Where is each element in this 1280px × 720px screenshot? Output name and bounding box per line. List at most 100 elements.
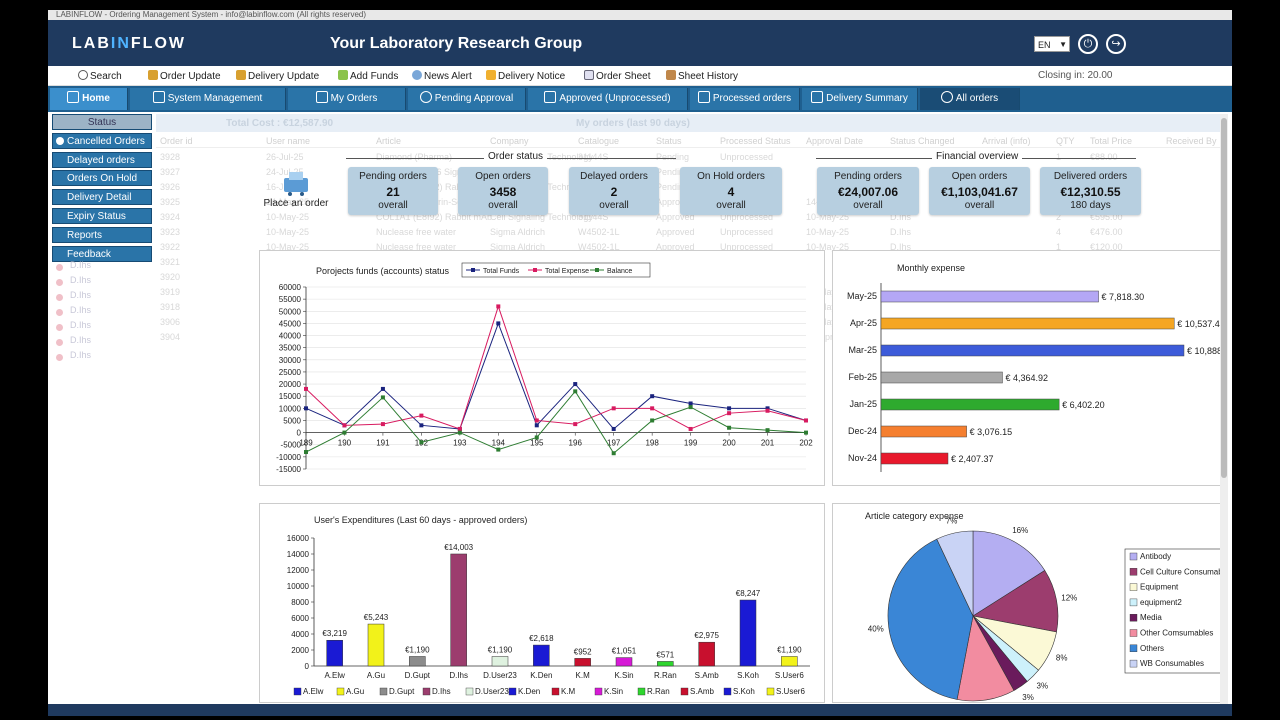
data-label: €2,618 (529, 634, 554, 643)
data-label: € 10,888.50 (1187, 346, 1220, 356)
truck-icon (811, 91, 824, 103)
toolbar-order-sheet[interactable]: Order Sheet (584, 70, 650, 82)
y-tick-label: 5000 (283, 416, 301, 425)
sidebar-item-status[interactable]: Status (52, 114, 152, 130)
category-label: Nov-24 (848, 453, 877, 463)
legend-entry: Antibody (1140, 552, 1171, 561)
data-point (380, 422, 385, 427)
tab-pending-approval[interactable]: Pending Approval (408, 88, 526, 110)
card-pending-orders[interactable]: Pending orders 21 overall (348, 167, 438, 215)
toolbar-sheet-history[interactable]: Sheet History (666, 70, 738, 82)
users-icon (152, 91, 165, 103)
tab-approved-unprocessed[interactable]: Approved (Unprocessed) (528, 88, 688, 110)
card-sub: overall (716, 200, 746, 211)
background-cell: 1 (1056, 242, 1062, 252)
language-select[interactable]: EN ▼ (1034, 36, 1070, 52)
slice-label: 8% (1056, 654, 1068, 663)
legend-entry: equipment2 (1140, 598, 1182, 607)
background-table-header: Order id User name Article Company Catalogue… (156, 134, 1220, 148)
x-tick-label: 195 (530, 439, 544, 448)
legend-swatch (1129, 598, 1138, 607)
slice-label: 16% (1012, 526, 1028, 535)
toolbar: Search Order Update Delivery Update Add … (48, 66, 1232, 86)
tab-label: All orders (955, 93, 999, 104)
toolbar-news-alert[interactable]: News Alert (412, 70, 472, 82)
language-value: EN (1038, 40, 1051, 50)
power-icon[interactable]: ⏻ (1078, 34, 1098, 54)
data-label: €14,003 (444, 543, 473, 552)
card-delayed-orders[interactable]: Delayed orders 2 overall (569, 167, 659, 215)
data-point (534, 418, 539, 423)
card-value: €1,103,041.67 (941, 185, 1018, 199)
dashboard: Total Cost : €12,587.90 My orders (last … (156, 114, 1220, 704)
toolbar-delivery-update[interactable]: Delivery Update (236, 70, 319, 82)
y-tick-label: 8000 (291, 598, 309, 607)
data-point (534, 423, 539, 428)
tab-delivery-summary[interactable]: Delivery Summary (802, 88, 918, 110)
tab-all-orders[interactable]: All orders (920, 88, 1020, 110)
chart-legend: Antibody Cell Culture Consumables Equipmen… (1124, 548, 1220, 674)
toolbar-label: Delivery Notice (498, 71, 566, 82)
tab-system-management[interactable]: System Management (130, 88, 286, 110)
sidebar-item-reports[interactable]: Reports (52, 226, 152, 243)
toolbar-search[interactable]: Search (78, 70, 122, 82)
card-title: Pending orders (834, 171, 902, 182)
place-order-button[interactable]: Place an order (258, 168, 334, 216)
card-open-orders[interactable]: Open orders 3458 overall (458, 167, 548, 215)
tab-home[interactable]: Home (50, 88, 128, 110)
card-financial-pending[interactable]: Pending orders €24,007.06 overall (817, 167, 919, 215)
sidebar-item-expiry-status[interactable]: Expiry Status (52, 207, 152, 224)
x-tick-label: D.User23 (483, 671, 517, 680)
logout-icon[interactable]: ↪ (1106, 34, 1126, 54)
background-cell: 3924 (160, 212, 181, 222)
card-financial-delivered[interactable]: Delivered orders €12,310.55 180 days (1040, 167, 1141, 215)
sidebar-item-feedback[interactable]: Feedback (52, 245, 152, 262)
y-tick-label: 0 (305, 662, 310, 671)
tab-processed-orders[interactable]: Processed orders (690, 88, 800, 110)
data-point (496, 304, 501, 309)
x-tick-label: 200 (722, 439, 736, 448)
x-tick-label: 189 (299, 439, 313, 448)
status-bar (48, 704, 1232, 716)
card-financial-open[interactable]: Open orders €1,103,041.67 overall (929, 167, 1030, 215)
monthly-expense-panel: Monthly expense May-25 € 7,818.30 Apr-25 € 1… (832, 250, 1220, 486)
legend-entry: Balance (607, 268, 632, 275)
toolbar-delivery-notice[interactable]: Delivery Notice (486, 70, 565, 82)
legend-entry: Others (1140, 644, 1164, 653)
data-point (611, 451, 616, 456)
background-cell: Pending (656, 167, 690, 177)
data-point (804, 418, 808, 423)
toolbar-order-update[interactable]: Order Update (148, 70, 221, 82)
background-column-header: Arrival (info) (982, 136, 1031, 146)
data-point (727, 411, 732, 416)
series-line (305, 390, 807, 454)
bar (615, 657, 633, 667)
x-tick-label: 190 (338, 439, 352, 448)
background-cell: 2 (1056, 212, 1062, 222)
x-tick-label: D.Ihs (449, 671, 468, 680)
data-point (611, 426, 616, 431)
chart-title: Porojects funds (accounts) status (316, 266, 450, 276)
bar (781, 656, 798, 667)
tab-my-orders[interactable]: My Orders (288, 88, 406, 110)
y-tick-label: -10000 (276, 453, 301, 462)
card-value: 2 (610, 185, 618, 199)
main-nav: Home System Management My Orders Pending… (48, 86, 1232, 112)
sidebar-item-orders-on-hold[interactable]: Orders On Hold (52, 170, 152, 187)
data-label: € 7,818.30 (1102, 292, 1145, 302)
sidebar-item-delivery-detail[interactable]: Delivery Detail (52, 189, 152, 206)
card-on-hold-orders[interactable]: On Hold orders 4 overall (680, 167, 782, 215)
background-cell: 10-May-25 (806, 242, 850, 252)
toolbar-add-funds[interactable]: Add Funds (338, 70, 398, 82)
vertical-scrollbar[interactable] (1220, 114, 1228, 704)
data-point (496, 321, 501, 326)
toolbar-label: Add Funds (350, 71, 399, 82)
scrollbar-thumb[interactable] (1221, 118, 1227, 478)
sidebar-item-cancelled-orders[interactable]: Cancelled Orders (52, 132, 152, 149)
y-tick-label: -5000 (281, 441, 302, 450)
data-point (688, 401, 693, 406)
background-cell: Unprocessed (720, 152, 774, 162)
card-title: Delayed orders (580, 171, 648, 182)
sidebar-item-delayed-orders[interactable]: Delayed orders (52, 151, 152, 168)
y-tick-label: 16000 (287, 534, 310, 543)
